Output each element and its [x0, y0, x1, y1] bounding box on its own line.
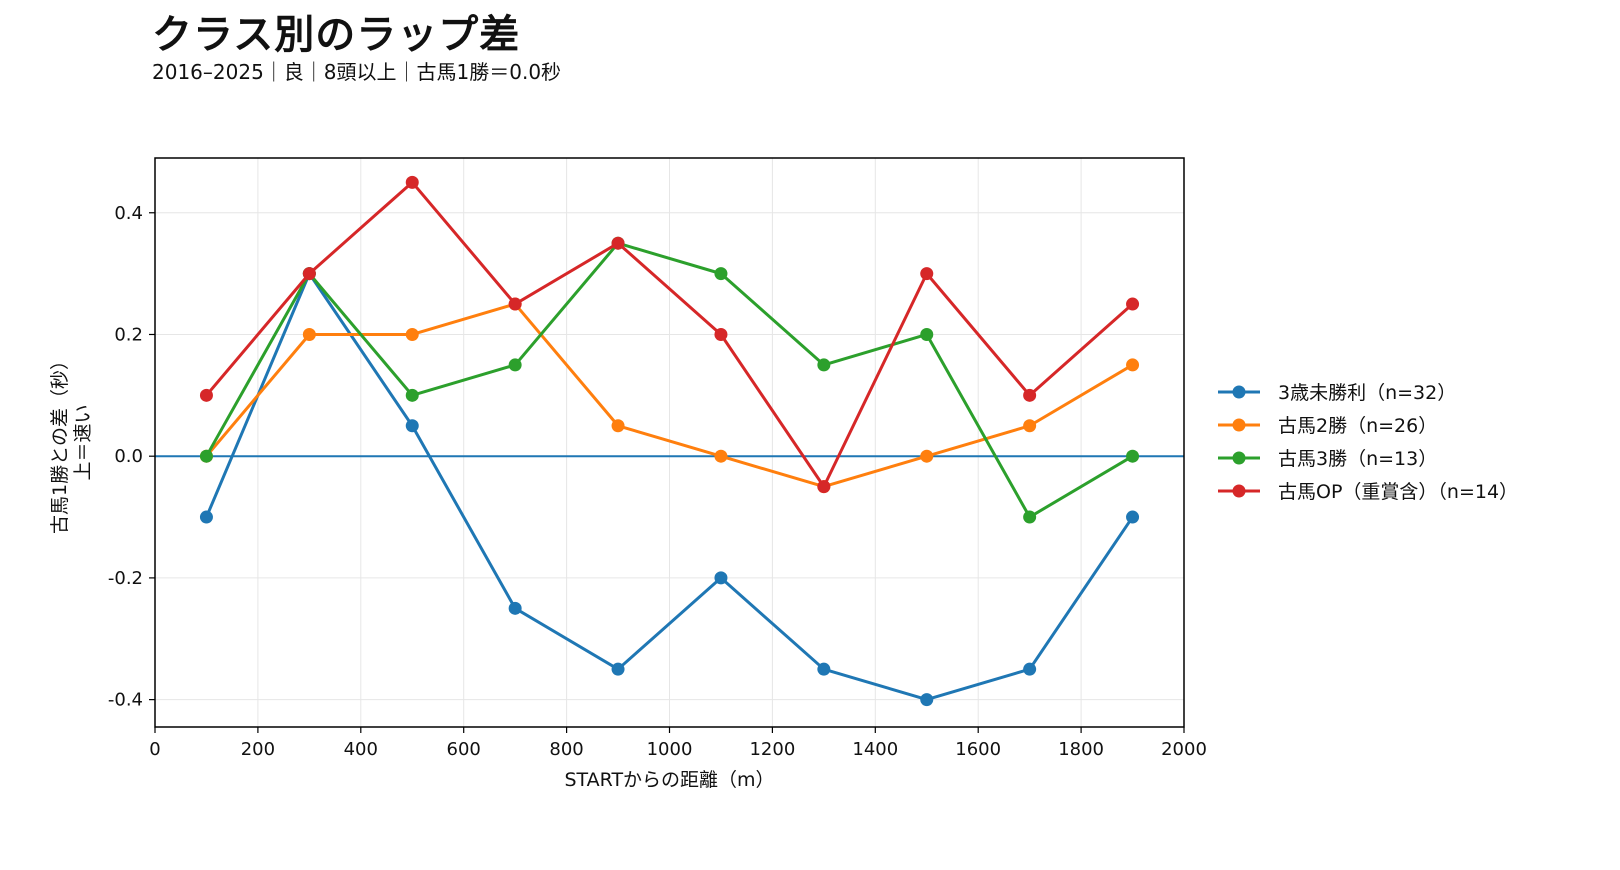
data-point	[714, 267, 728, 281]
data-point	[405, 327, 419, 341]
legend-label: 古馬OP（重賞含）（n=14）	[1278, 481, 1518, 503]
data-point	[817, 480, 831, 494]
y-tick-label: 0.2	[114, 324, 143, 345]
data-point	[405, 175, 419, 189]
legend-swatch-marker	[1232, 484, 1246, 498]
data-point	[920, 449, 934, 463]
data-point	[817, 358, 831, 372]
data-point	[611, 419, 625, 433]
x-axis-ticks: 0 200 400 600 800 1000 1200 1400 1600 1800 2000	[149, 727, 1207, 760]
legend-label: 3歳未勝利（n=32）	[1278, 382, 1456, 404]
y-axis-label-line2: 上＝速い	[72, 404, 94, 480]
legend-item: 古馬3勝（n=13）	[1218, 448, 1437, 470]
y-axis-label-line1: 古馬1勝との差（秒）	[49, 351, 71, 534]
x-tick-label: 1400	[852, 739, 898, 760]
data-point	[1126, 449, 1140, 463]
data-point	[1023, 388, 1037, 402]
chart-title: クラス別のラップ差	[152, 12, 521, 58]
legend-swatch-marker	[1232, 418, 1246, 432]
data-point	[302, 327, 316, 341]
series-line	[205, 241, 1134, 519]
series-line	[205, 272, 1134, 702]
series-4	[199, 175, 1140, 494]
data-point	[920, 267, 934, 281]
legend: 3歳未勝利（n=32） 古馬2勝（n=26） 古馬3勝（n=13） 古馬OP（重賞含）…	[1218, 382, 1518, 503]
legend-swatch-marker	[1232, 385, 1246, 399]
chart-subtitle: 2016–2025｜良｜8頭以上｜古馬1勝＝0.0秒	[152, 60, 562, 84]
data-point	[405, 419, 419, 433]
legend-label: 古馬3勝（n=13）	[1278, 448, 1437, 470]
data-point	[199, 388, 213, 402]
data-point	[1023, 662, 1037, 676]
legend-label: 古馬2勝（n=26）	[1278, 415, 1437, 437]
x-tick-label: 1800	[1058, 739, 1104, 760]
data-point	[1126, 358, 1140, 372]
data-point	[1023, 510, 1037, 524]
y-tick-label: 0.0	[114, 446, 143, 467]
data-point	[1023, 419, 1037, 433]
series-line	[205, 180, 1134, 489]
data-point	[714, 449, 728, 463]
x-tick-label: 1600	[955, 739, 1001, 760]
x-tick-label: 1200	[749, 739, 795, 760]
data-point	[920, 327, 934, 341]
data-point	[1126, 510, 1140, 524]
data-point	[508, 297, 522, 311]
data-point	[611, 236, 625, 250]
x-tick-label: 800	[549, 739, 583, 760]
x-tick-label: 600	[447, 739, 481, 760]
x-tick-label: 0	[149, 739, 160, 760]
legend-swatch-marker	[1232, 451, 1246, 465]
x-tick-label: 200	[241, 739, 275, 760]
data-point	[920, 693, 934, 707]
x-tick-label: 1000	[647, 739, 693, 760]
x-tick-label: 2000	[1161, 739, 1207, 760]
x-tick-label: 400	[344, 739, 378, 760]
data-point	[611, 662, 625, 676]
y-axis-ticks: -0.4 -0.2 0.0 0.2 0.4	[108, 203, 155, 711]
data-point	[508, 601, 522, 615]
data-point	[714, 571, 728, 585]
data-point	[714, 327, 728, 341]
series-1	[199, 267, 1140, 707]
legend-item: 古馬OP（重賞含）（n=14）	[1218, 481, 1518, 503]
x-axis-label: STARTからの距離（m）	[564, 769, 774, 791]
series-layer	[199, 175, 1140, 707]
data-point	[817, 662, 831, 676]
legend-item: 3歳未勝利（n=32）	[1218, 382, 1456, 404]
data-point	[405, 388, 419, 402]
data-point	[199, 449, 213, 463]
data-point	[508, 358, 522, 372]
y-tick-label: -0.2	[108, 568, 143, 589]
y-tick-label: -0.4	[108, 690, 143, 711]
y-tick-label: 0.4	[114, 203, 143, 224]
data-point	[1126, 297, 1140, 311]
data-point	[302, 267, 316, 281]
data-point	[199, 510, 213, 524]
legend-item: 古馬2勝（n=26）	[1218, 415, 1437, 437]
